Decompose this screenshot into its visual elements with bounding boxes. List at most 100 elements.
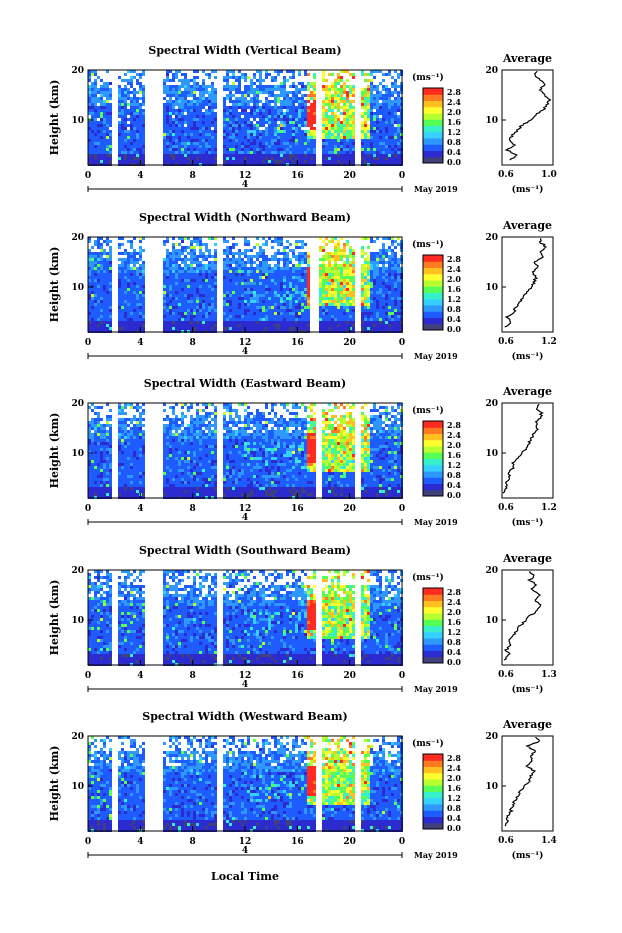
heatmap-cell (190, 246, 193, 249)
heatmap-cell (346, 97, 349, 100)
heatmap-cell (325, 124, 328, 127)
heatmap-cell (106, 285, 109, 288)
heatmap-cell (235, 103, 238, 106)
heatmap-cell (166, 94, 169, 97)
heatmap-cell (277, 100, 280, 103)
heatmap-cell (127, 324, 130, 327)
panel-0: Spectral Width (Vertical Beam)1020Height… (48, 44, 557, 195)
heatmap-cell (130, 151, 133, 154)
heatmap-cell (271, 115, 274, 118)
heatmap-cell (184, 160, 187, 163)
heatmap-cell (103, 115, 106, 118)
heatmap-cell (184, 136, 187, 139)
heatmap-cell (277, 327, 280, 330)
heatmap-cell (289, 136, 292, 139)
heatmap-cell (247, 315, 250, 318)
heatmap-cell (388, 106, 391, 109)
heatmap-cell (283, 321, 286, 324)
heatmap-cell (196, 151, 199, 154)
heatmap-cell (103, 258, 106, 261)
heatmap-cell (133, 273, 136, 276)
heatmap-cell (247, 121, 250, 124)
heatmap-cell (241, 321, 244, 324)
heatmap-cell (337, 142, 340, 145)
heatmap-cell (289, 249, 292, 252)
heatmap-cell (244, 148, 247, 151)
heatmap-cell (127, 288, 130, 291)
heatmap-cell (271, 306, 274, 309)
heatmap-cell (382, 300, 385, 303)
x-tick-label: 16 (291, 171, 304, 181)
heatmap-cell (97, 115, 100, 118)
heatmap-cell (250, 279, 253, 282)
heatmap-cell (259, 255, 262, 258)
heatmap-cell (118, 136, 121, 139)
heatmap-cell (304, 267, 307, 270)
heatmap-cell (319, 318, 322, 321)
heatmap-cell (292, 327, 295, 330)
heatmap-cell (190, 258, 193, 261)
heatmap-cell (106, 270, 109, 273)
heatmap-cell (94, 118, 97, 121)
heatmap-cell (139, 315, 142, 318)
heatmap-cell (97, 318, 100, 321)
heatmap-cell (382, 243, 385, 246)
heatmap-cell (307, 261, 310, 264)
heatmap-cell (127, 130, 130, 133)
heatmap-cell (214, 139, 217, 142)
heatmap-cell (247, 157, 250, 160)
heatmap-cell (397, 109, 400, 112)
heatmap-cell (277, 252, 280, 255)
heatmap-cell (379, 321, 382, 324)
heatmap-cell (178, 249, 181, 252)
heatmap-cell (265, 306, 268, 309)
heatmap-cell (100, 273, 103, 276)
heatmap-cell (184, 142, 187, 145)
heatmap-cell (106, 276, 109, 279)
heatmap-cell (367, 312, 370, 315)
heatmap-cell (361, 130, 364, 133)
heatmap-cell (307, 106, 310, 109)
heatmap-cell (109, 312, 112, 315)
heatmap-cell (94, 261, 97, 264)
heatmap-cell (268, 130, 271, 133)
heatmap-cell (379, 291, 382, 294)
heatmap-cell (181, 321, 184, 324)
heatmap-cell (235, 294, 238, 297)
heatmap-cell (286, 276, 289, 279)
heatmap-cell (163, 270, 166, 273)
heatmap-cell (118, 294, 121, 297)
heatmap-cell (268, 282, 271, 285)
heatmap-cell (301, 148, 304, 151)
heatmap-cell (109, 273, 112, 276)
heatmap-cell (280, 312, 283, 315)
heatmap-cell (124, 276, 127, 279)
heatmap-cell (244, 312, 247, 315)
heatmap-cell (283, 249, 286, 252)
heatmap-cell (94, 88, 97, 91)
heatmap-cell (127, 139, 130, 142)
heatmap-cell (334, 318, 337, 321)
heatmap-cell (196, 109, 199, 112)
heatmap-cell (361, 145, 364, 148)
heatmap-cell (322, 112, 325, 115)
heatmap-cell (106, 288, 109, 291)
heatmap-cell (367, 133, 370, 136)
heatmap-cell (295, 139, 298, 142)
heatmap-cell (256, 303, 259, 306)
heatmap-cell (325, 127, 328, 130)
heatmap-cell (202, 285, 205, 288)
heatmap-cell (109, 255, 112, 258)
heatmap-cell (334, 160, 337, 163)
heatmap-cell (208, 133, 211, 136)
heatmap-cell (169, 100, 172, 103)
heatmap-cell (274, 127, 277, 130)
heatmap-cell (235, 303, 238, 306)
heatmap-cell (301, 133, 304, 136)
heatmap-cell (277, 88, 280, 91)
heatmap-cell (178, 148, 181, 151)
heatmap-cell (250, 303, 253, 306)
heatmap-cell (361, 103, 364, 106)
heatmap-cell (340, 300, 343, 303)
heatmap-cell (235, 312, 238, 315)
